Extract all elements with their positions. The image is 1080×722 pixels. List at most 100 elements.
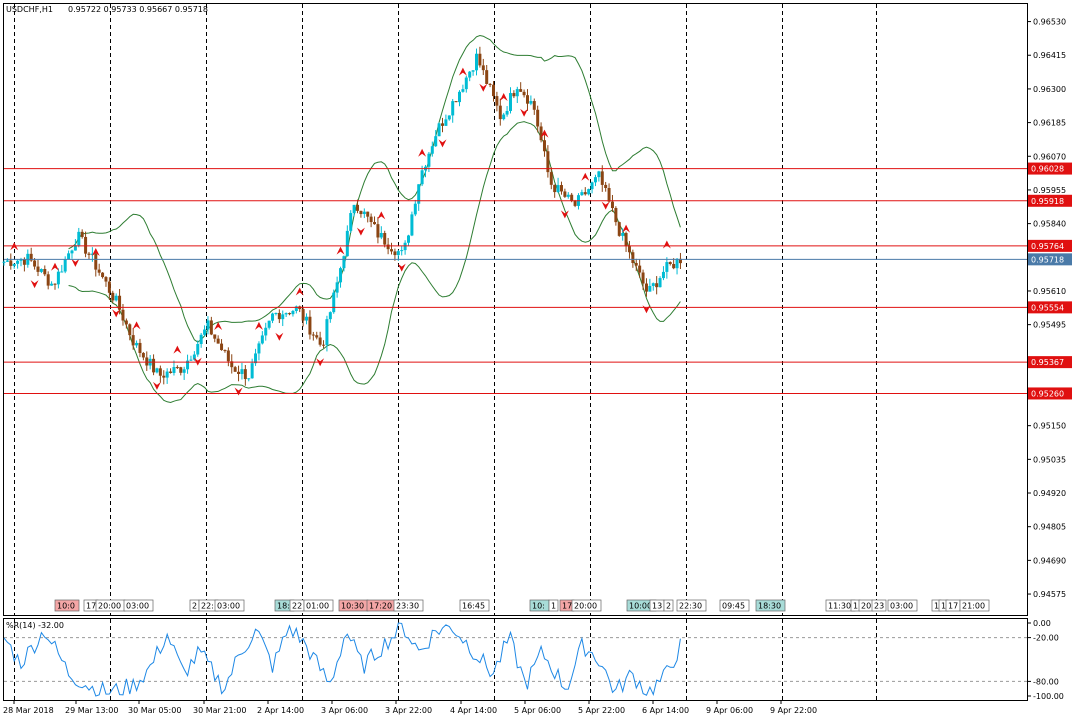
- candle-body: [155, 368, 159, 373]
- vertical-separators: [14, 4, 877, 700]
- fractal-down-arrow: [560, 210, 569, 219]
- candle-body: [621, 233, 625, 236]
- time-label: 29 Mar 13:00: [65, 706, 118, 715]
- event-marker[interactable]: [459, 599, 490, 612]
- candle-body: [549, 172, 553, 185]
- level-price-badge: [1028, 162, 1072, 175]
- candle-body: [447, 115, 451, 120]
- indicator-tick-label: -80.00: [1033, 677, 1059, 686]
- event-marker-label: 18:: [277, 602, 290, 611]
- time-axis: 28 Mar 2018 29 Mar 13:00 30 Mar 05:00 30 Ma…: [3, 700, 817, 715]
- event-marker-label: 03:00: [890, 602, 913, 611]
- bollinger-lower-band: [68, 121, 681, 404]
- candle-body: [600, 171, 604, 185]
- event-marker[interactable]: [123, 599, 154, 612]
- time-label: 30 Mar 05:00: [128, 706, 181, 715]
- time-label: 5 Apr 22:00: [578, 706, 625, 715]
- candle-body: [33, 260, 37, 267]
- candle-body: [63, 259, 67, 272]
- candle-body: [441, 123, 445, 126]
- event-marker-label: 22:30: [679, 602, 702, 611]
- event-marker[interactable]: [54, 599, 80, 612]
- candle-body: [512, 93, 516, 97]
- event-marker[interactable]: [755, 599, 786, 612]
- candle-body: [301, 309, 305, 321]
- candle-body: [668, 262, 672, 264]
- event-marker-label: 1: [934, 602, 939, 611]
- candle-body: [505, 110, 509, 115]
- fractal-up-arrow: [581, 172, 590, 181]
- fractal-up-arrow: [662, 240, 671, 249]
- candle-body: [39, 268, 43, 272]
- candle-body: [474, 53, 478, 71]
- event-marker[interactable]: [663, 599, 674, 612]
- event-marker[interactable]: [548, 599, 559, 612]
- candle-body: [508, 93, 512, 111]
- candle-body: [471, 70, 475, 72]
- candle-body: [376, 224, 380, 238]
- candle-body: [325, 319, 329, 346]
- price-tick-label: 0.96530: [1033, 18, 1066, 27]
- candle-body: [339, 268, 343, 283]
- candle-body: [172, 367, 176, 373]
- candle-body: [383, 233, 387, 245]
- candle-body: [587, 189, 591, 195]
- candle-body: [56, 271, 60, 285]
- event-marker[interactable]: [393, 599, 424, 612]
- candle-body: [294, 306, 298, 312]
- candle-body: [70, 250, 74, 254]
- event-marker[interactable]: [676, 599, 707, 612]
- event-marker[interactable]: [571, 599, 602, 612]
- candle-body: [491, 84, 495, 97]
- event-marker-label: 18:30: [758, 602, 781, 611]
- event-marker-label: 20:00: [98, 602, 121, 611]
- support-resistance-lines[interactable]: 0.96028 0.95918 0.95764 0.95554 0.95367 0.952…: [4, 162, 1072, 400]
- main-plot-frame: [3, 3, 1028, 616]
- candle-body: [121, 309, 125, 321]
- candle-body: [308, 316, 312, 335]
- candle-body: [36, 266, 40, 272]
- event-marker[interactable]: [303, 599, 334, 612]
- candle-body: [138, 342, 142, 353]
- level-price-label: 0.95260: [1031, 389, 1064, 398]
- level-price-badge: [1028, 356, 1072, 369]
- event-marker[interactable]: [719, 599, 750, 612]
- price-tick-label: 0.95955: [1033, 186, 1066, 195]
- candle-body: [413, 203, 417, 215]
- candle-body: [73, 245, 77, 251]
- candle-body: [648, 285, 652, 292]
- event-marker-label: 16:45: [462, 602, 485, 611]
- candle-body: [532, 101, 536, 110]
- candle-body: [264, 327, 268, 336]
- candle-body: [192, 354, 196, 360]
- indicator-plot-frame: [3, 618, 1028, 701]
- level-price-label: 0.95918: [1031, 197, 1064, 206]
- candle-body: [203, 329, 207, 335]
- event-marker-label: 10:00: [629, 602, 652, 611]
- event-marker[interactable]: [887, 599, 918, 612]
- candle-body: [644, 283, 648, 292]
- candle-body: [566, 194, 570, 197]
- event-marker-label: 20:00: [574, 602, 597, 611]
- time-label: 9 Apr 22:00: [770, 706, 817, 715]
- candle-body: [101, 272, 105, 278]
- candle-body: [118, 295, 122, 310]
- candle-body: [226, 350, 230, 362]
- event-marker-strip[interactable]: 10:0 17 20:00 03:00 2 22: 03:00 18: 22 01:00 10:30…: [54, 599, 990, 612]
- candle-body: [614, 208, 618, 223]
- candle-body: [60, 271, 64, 273]
- candle-body: [417, 184, 421, 204]
- event-marker[interactable]: [871, 599, 887, 612]
- event-marker-label: 11:30: [828, 602, 851, 611]
- event-marker-label: 22:: [201, 602, 214, 611]
- event-marker[interactable]: [959, 599, 990, 612]
- candle-body: [362, 211, 366, 215]
- event-marker-label: 21:00: [962, 602, 985, 611]
- candle-body: [624, 233, 628, 247]
- candle-body: [145, 357, 149, 366]
- event-marker-label: 01:00: [306, 602, 329, 611]
- candle-body: [563, 191, 567, 197]
- event-marker[interactable]: [214, 599, 245, 612]
